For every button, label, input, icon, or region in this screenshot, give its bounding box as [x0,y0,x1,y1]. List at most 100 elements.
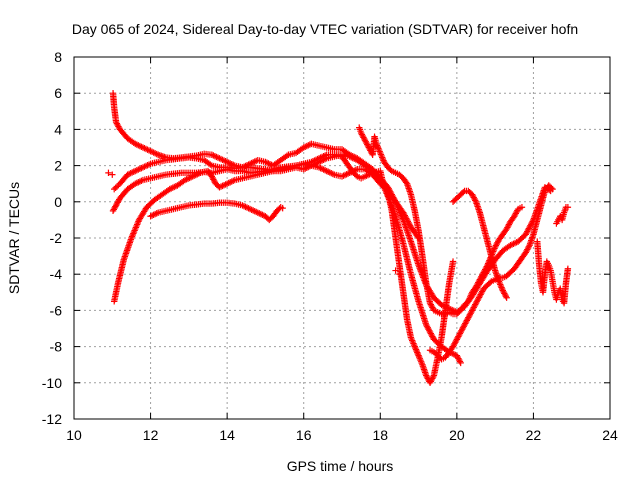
data-point [413,347,420,355]
data-point [465,314,472,321]
data-point [423,373,431,381]
data-point [450,341,457,349]
data-point [402,213,409,221]
data-point [112,203,119,210]
data-point [522,231,529,238]
data-point [417,358,425,365]
data-point [128,233,136,240]
data-point [112,118,120,126]
data-point [363,139,370,147]
data-point [478,289,485,297]
data-point [492,242,500,249]
data-point [132,140,139,148]
data-point [135,179,142,186]
data-point [415,352,422,359]
data-point [133,221,141,228]
series-arc-10 [553,204,572,227]
data-point [318,153,326,161]
data-point [112,202,120,209]
data-point [346,153,353,160]
data-point [222,158,229,165]
data-point [476,276,484,283]
data-point [300,166,307,173]
data-point [223,180,231,187]
data-point [208,173,216,180]
data-point [105,169,112,177]
data-point [259,211,266,219]
data-point [314,155,321,163]
data-point [251,208,258,215]
y-tick-label: -2 [50,230,63,246]
y-tick-label: 6 [54,85,62,101]
data-point [396,271,403,278]
data-point [456,330,464,337]
data-point [150,149,157,156]
data-point [418,359,425,367]
data-point [459,326,466,333]
data-point [501,291,509,299]
data-point [525,225,533,232]
data-point [210,176,217,183]
data-point [523,247,530,255]
data-point [491,243,499,251]
data-point [476,292,484,300]
y-tick-label: -6 [50,302,63,318]
data-point [564,265,572,272]
data-point [131,227,138,234]
data-point [213,153,220,161]
data-point [219,156,226,164]
data-point [478,273,485,280]
data-point [417,356,424,364]
data-point [405,219,412,226]
data-point [144,146,151,153]
data-point [148,148,156,156]
data-point [439,302,447,309]
data-point [340,172,347,179]
data-point [522,249,529,256]
data-point [441,303,448,310]
data-point [424,324,431,331]
data-point [265,160,272,167]
data-point [471,195,478,203]
data-point [315,164,323,171]
data-point [169,184,176,191]
data-point [338,173,346,180]
data-point [208,151,216,158]
data-point [138,177,145,185]
data-point [411,343,418,350]
data-point [474,280,481,288]
data-point [467,292,475,299]
data-point [142,162,150,170]
data-point [365,144,372,151]
data-point [136,178,144,185]
data-point [429,375,436,382]
data-point [466,295,473,302]
x-tick-labels: 10 12 14 16 18 20 22 24 [66,427,618,443]
data-point [454,353,461,361]
data-point [230,177,237,185]
data-point [527,222,534,229]
series-arc-6 [356,124,526,318]
data-point [469,192,477,200]
data-point [452,339,459,346]
data-point [474,297,481,304]
data-point [455,355,462,362]
data-point [467,293,474,301]
data-point [457,359,464,367]
data-point [347,154,355,161]
data-point [321,167,329,174]
data-point [239,202,246,209]
data-point [320,166,327,173]
data-point [111,204,118,212]
data-point [210,177,218,185]
data-point [429,304,436,311]
y-tick-label: 2 [54,158,62,174]
data-point [465,296,473,304]
data-point [410,341,418,349]
plot-frame [73,56,611,420]
y-tick-label: 4 [54,121,62,137]
data-point [351,155,358,162]
data-point [249,159,257,166]
data-point [366,171,373,178]
data-point [428,302,435,310]
